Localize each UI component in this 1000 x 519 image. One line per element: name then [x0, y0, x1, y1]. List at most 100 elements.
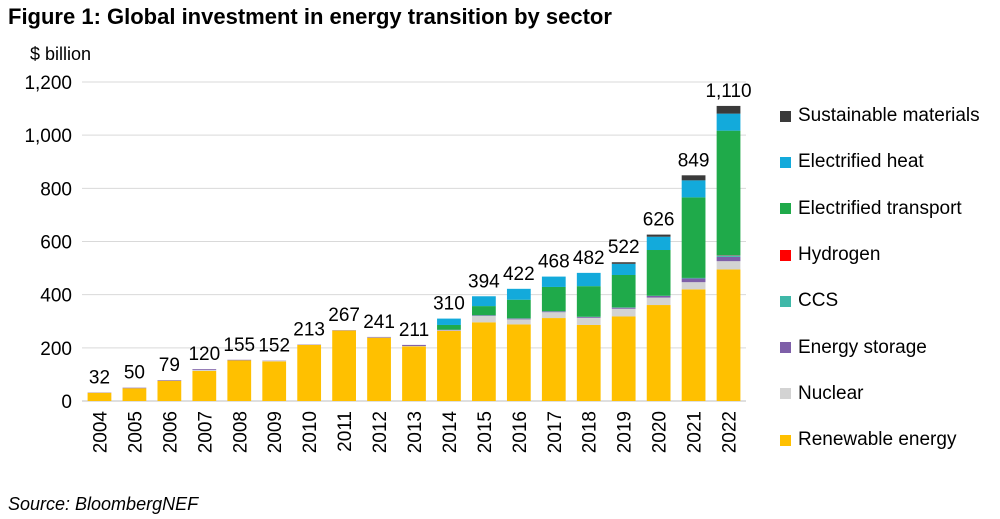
legend-swatch	[780, 203, 791, 215]
y-tick-label: 200	[40, 339, 72, 360]
x-tick-label: 2007	[195, 411, 216, 453]
bar-segment	[506, 299, 531, 319]
x-tick-label: 2005	[125, 411, 146, 453]
bar-segment	[576, 272, 601, 287]
bar-segment	[506, 288, 531, 300]
x-tick-label: 2021	[685, 411, 706, 453]
bar-segment	[87, 392, 112, 401]
legend-swatch	[780, 110, 791, 122]
x-tick-label: 2018	[580, 411, 601, 453]
bar-segment	[681, 180, 706, 198]
bar-segment	[646, 250, 671, 296]
bar-segment	[716, 255, 741, 257]
bar-segment	[472, 322, 496, 401]
bar-total-label: 50	[124, 363, 145, 384]
bar-segment	[541, 311, 566, 313]
bar-segment	[681, 289, 706, 401]
bar-segment	[576, 316, 601, 318]
bar-segment	[611, 307, 636, 309]
bar-segment	[576, 317, 601, 325]
figure-title: Figure 1: Global investment in energy tr…	[8, 4, 612, 29]
bar-segment	[122, 388, 147, 401]
x-tick-label: 2010	[300, 411, 321, 453]
bar-segment	[122, 387, 147, 389]
bar-segment	[192, 369, 217, 371]
bar-segment	[506, 318, 531, 320]
legend-label: CCS	[798, 290, 839, 312]
legend-item: Hydrogen	[780, 232, 980, 278]
bar-segment	[681, 278, 706, 283]
bar-segment	[611, 316, 636, 401]
y-tick-label: 0	[61, 392, 72, 413]
bar-segment	[611, 274, 636, 308]
x-tick-label: 2006	[160, 411, 181, 453]
bar-segment	[576, 324, 601, 401]
legend-label: Nuclear	[798, 382, 864, 404]
x-tick-label: 2013	[405, 411, 426, 453]
bar-segment	[611, 308, 636, 317]
x-tick-label: 2019	[615, 411, 636, 453]
bar-segment	[262, 361, 287, 401]
bar-segment	[576, 286, 601, 317]
bar-segment	[716, 105, 741, 114]
bar-segment	[541, 312, 566, 319]
legend-swatch	[780, 342, 791, 354]
y-tick-label: 600	[40, 233, 72, 254]
bar-total-label: 120	[188, 344, 220, 365]
bar-segment	[157, 379, 182, 381]
legend-label: Electrified heat	[798, 151, 924, 173]
y-tick-label: 1,000	[24, 126, 72, 147]
x-tick-label: 2012	[370, 411, 391, 453]
bar-total-label: 849	[678, 150, 710, 171]
bar-segment	[227, 359, 252, 361]
legend-item: Electrified heat	[780, 139, 980, 185]
bar-segment	[472, 306, 496, 316]
bar-segment	[297, 344, 322, 401]
legend-item: CCS	[780, 278, 980, 324]
legend-swatch	[780, 156, 791, 168]
x-tick-label: 2014	[440, 411, 461, 454]
bar-segment	[716, 269, 741, 401]
bar-segment	[402, 344, 426, 346]
legend-item: Electrified transport	[780, 186, 980, 232]
bar-segment	[472, 315, 496, 316]
bar-segment	[437, 330, 461, 331]
legend-label: Electrified transport	[798, 197, 962, 219]
bar-total-label: 468	[538, 252, 570, 273]
y-tick-label: 800	[40, 179, 72, 200]
bar-segment	[227, 360, 252, 401]
bar-segment	[716, 256, 741, 262]
legend-label: Renewable energy	[798, 429, 957, 451]
bar-segment	[472, 296, 496, 307]
bar-segment	[437, 330, 461, 401]
bar-segment	[332, 330, 356, 401]
bar-total-label: 310	[433, 294, 465, 315]
bar-segment	[367, 337, 391, 401]
x-tick-label: 2004	[90, 411, 111, 454]
bar-segment	[367, 336, 391, 338]
bar-total-label: 79	[159, 355, 180, 376]
x-tick-label: 2011	[335, 411, 356, 452]
legend-label: Hydrogen	[798, 244, 881, 266]
bar-segment	[541, 318, 566, 401]
bar-segment	[437, 329, 461, 331]
bar-total-label: 241	[363, 312, 395, 333]
bar-segment	[681, 175, 706, 181]
bar-total-label: 422	[503, 264, 535, 285]
bar-segment	[646, 295, 671, 298]
bar-total-label: 32	[89, 367, 110, 388]
bar-segment	[646, 234, 671, 237]
bar-segment	[402, 345, 426, 347]
bar-segment	[541, 276, 566, 287]
bar-segment	[437, 318, 461, 325]
legend-swatch	[780, 388, 791, 400]
bar-segment	[506, 324, 531, 401]
bar-total-label: 213	[293, 319, 325, 340]
bar-total-label: 522	[608, 237, 640, 258]
bar-total-label: 482	[573, 248, 605, 269]
bar-segment	[646, 305, 671, 401]
chart-legend: Sustainable materials Electrified heat Ele…	[780, 93, 980, 463]
bar-segment	[157, 380, 182, 401]
legend-label: Sustainable materials	[798, 105, 980, 127]
